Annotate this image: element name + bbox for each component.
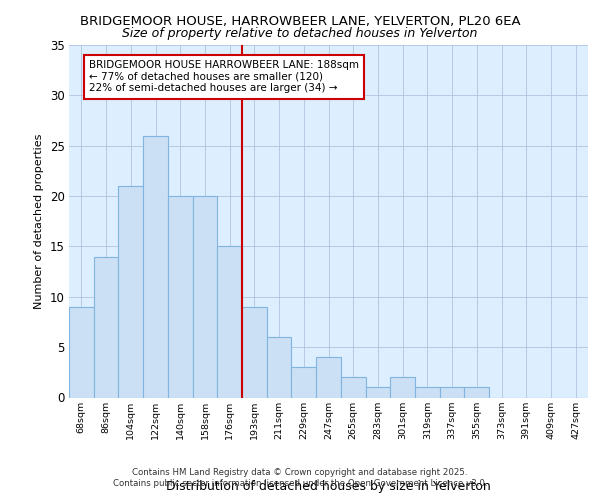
Bar xyxy=(365,388,390,398)
Bar xyxy=(464,388,489,398)
Bar xyxy=(341,378,365,398)
Bar xyxy=(143,136,168,398)
Bar xyxy=(440,388,464,398)
Bar xyxy=(242,307,267,398)
Bar xyxy=(118,186,143,398)
Bar xyxy=(390,378,415,398)
Text: Contains HM Land Registry data © Crown copyright and database right 2025.
Contai: Contains HM Land Registry data © Crown c… xyxy=(113,468,487,487)
Bar xyxy=(94,256,118,398)
Bar xyxy=(69,307,94,398)
Text: BRIDGEMOOR HOUSE, HARROWBEER LANE, YELVERTON, PL20 6EA: BRIDGEMOOR HOUSE, HARROWBEER LANE, YELVE… xyxy=(80,15,520,28)
Text: Size of property relative to detached houses in Yelverton: Size of property relative to detached ho… xyxy=(122,28,478,40)
Text: BRIDGEMOOR HOUSE HARROWBEER LANE: 188sqm
← 77% of detached houses are smaller (1: BRIDGEMOOR HOUSE HARROWBEER LANE: 188sqm… xyxy=(89,60,359,94)
Bar xyxy=(415,388,440,398)
Bar xyxy=(316,357,341,398)
Bar xyxy=(168,196,193,398)
Bar xyxy=(292,368,316,398)
Bar xyxy=(217,246,242,398)
Y-axis label: Number of detached properties: Number of detached properties xyxy=(34,134,44,309)
X-axis label: Distribution of detached houses by size in Yelverton: Distribution of detached houses by size … xyxy=(166,480,491,494)
Bar xyxy=(193,196,217,398)
Bar xyxy=(267,337,292,398)
